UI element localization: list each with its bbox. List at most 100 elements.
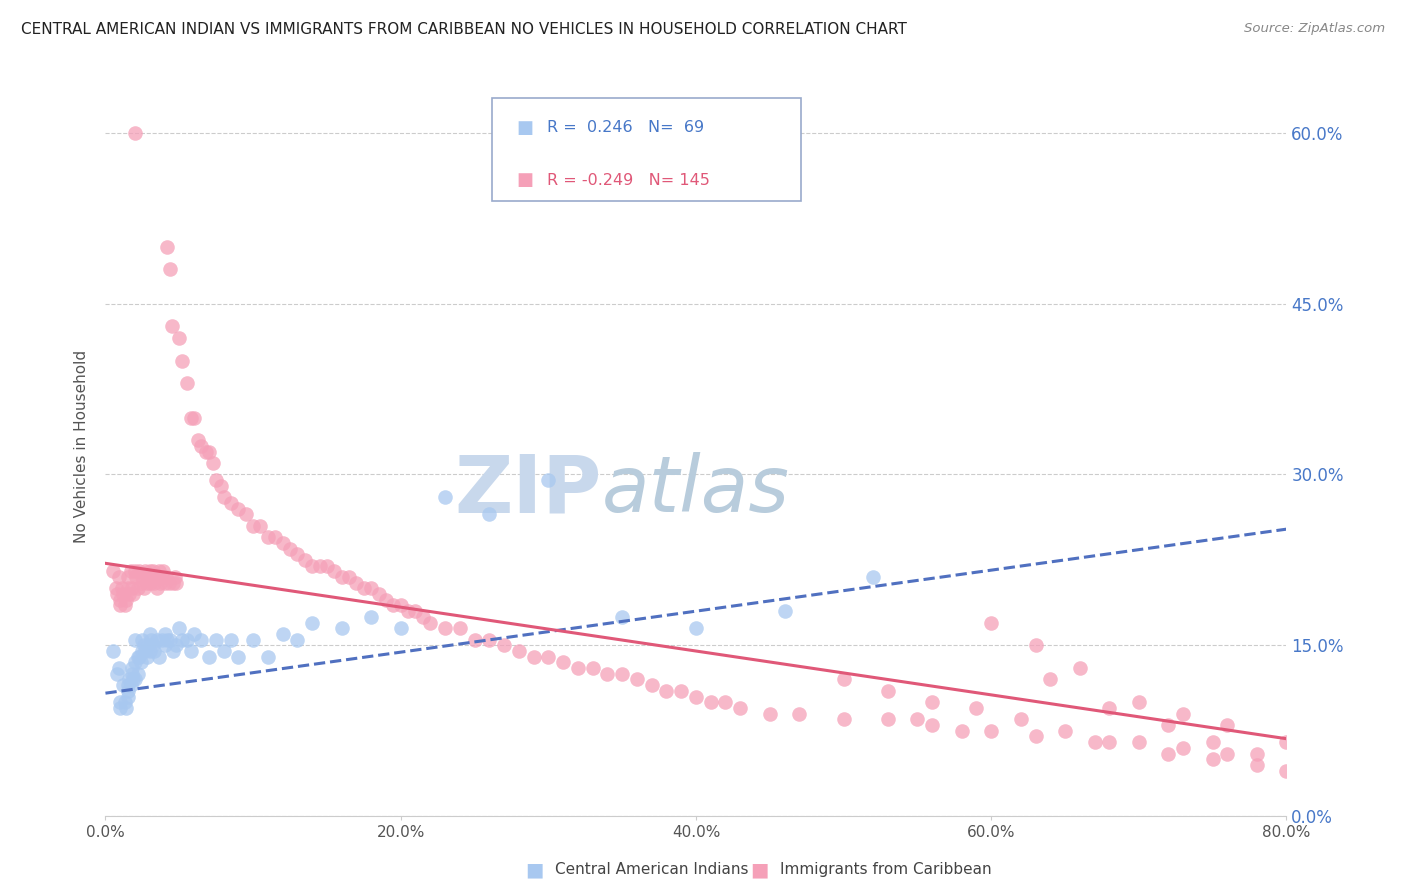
Point xyxy=(124,632,146,647)
Point xyxy=(1216,747,1239,761)
Point xyxy=(197,444,219,458)
Point xyxy=(626,673,648,687)
Point xyxy=(150,570,173,584)
Point xyxy=(714,695,737,709)
Point xyxy=(360,610,382,624)
Point xyxy=(138,644,162,658)
Point xyxy=(787,706,810,721)
Point xyxy=(337,570,360,584)
Point xyxy=(148,564,170,578)
Point xyxy=(104,582,127,596)
Point xyxy=(136,570,159,584)
Point xyxy=(105,587,128,601)
Point xyxy=(1246,758,1268,772)
Point xyxy=(1246,747,1268,761)
Point xyxy=(419,615,441,630)
Point xyxy=(685,621,707,635)
Point xyxy=(121,666,143,681)
Point xyxy=(148,649,170,664)
Point xyxy=(153,638,176,652)
Point xyxy=(492,638,515,652)
Point xyxy=(257,649,280,664)
Point xyxy=(1054,723,1077,738)
Point xyxy=(107,570,129,584)
Point xyxy=(1128,695,1150,709)
Point xyxy=(180,410,202,425)
Point xyxy=(219,632,242,647)
Point xyxy=(759,706,782,721)
Point xyxy=(135,649,157,664)
Point xyxy=(610,666,633,681)
Point xyxy=(205,632,228,647)
Point xyxy=(114,599,136,613)
Point xyxy=(145,570,167,584)
Point xyxy=(537,473,560,487)
Point xyxy=(219,496,242,510)
Point xyxy=(187,434,209,448)
Point xyxy=(132,638,155,652)
Point xyxy=(120,678,142,692)
Point xyxy=(197,649,219,664)
Point xyxy=(135,575,157,590)
Point xyxy=(685,690,707,704)
Point xyxy=(537,649,560,664)
Point xyxy=(110,701,132,715)
Point xyxy=(169,621,191,635)
Point xyxy=(129,575,152,590)
Point xyxy=(323,564,346,578)
Point xyxy=(1201,752,1223,766)
Point xyxy=(235,508,257,522)
Point xyxy=(142,564,165,578)
Point xyxy=(353,582,375,596)
Point xyxy=(449,621,471,635)
Point xyxy=(138,627,162,641)
Text: ZIP: ZIP xyxy=(454,451,602,530)
Point xyxy=(730,701,752,715)
Point xyxy=(146,582,169,596)
Point xyxy=(183,410,205,425)
Point xyxy=(128,564,150,578)
Point xyxy=(1010,712,1032,726)
Point xyxy=(921,718,943,732)
Point xyxy=(655,684,678,698)
Point xyxy=(641,678,664,692)
Point xyxy=(921,695,943,709)
Point xyxy=(228,649,250,664)
Point xyxy=(478,508,501,522)
Point xyxy=(156,240,179,254)
Point xyxy=(165,575,187,590)
Point xyxy=(1275,764,1298,778)
Point xyxy=(138,575,162,590)
Point xyxy=(150,632,173,647)
Point xyxy=(205,473,228,487)
Point xyxy=(120,564,142,578)
Point xyxy=(212,644,235,658)
Point xyxy=(163,570,186,584)
Point xyxy=(118,587,141,601)
Point xyxy=(138,564,162,578)
Point xyxy=(142,638,165,652)
Point xyxy=(124,673,146,687)
Point xyxy=(367,587,389,601)
Point xyxy=(124,126,146,140)
Point xyxy=(1201,735,1223,749)
Point xyxy=(264,530,287,544)
Point xyxy=(111,582,134,596)
Point xyxy=(1039,673,1062,687)
Point xyxy=(114,695,136,709)
Point xyxy=(112,587,135,601)
Point xyxy=(155,570,177,584)
Point xyxy=(308,558,330,573)
Point xyxy=(172,632,194,647)
Point xyxy=(169,331,191,345)
Point xyxy=(389,621,412,635)
Point xyxy=(374,592,398,607)
Point xyxy=(360,582,382,596)
Text: ■: ■ xyxy=(516,171,533,189)
Point xyxy=(405,604,427,618)
Point xyxy=(1098,735,1121,749)
Point xyxy=(136,638,159,652)
Point xyxy=(117,690,139,704)
Point xyxy=(134,644,156,658)
Point xyxy=(1069,661,1091,675)
